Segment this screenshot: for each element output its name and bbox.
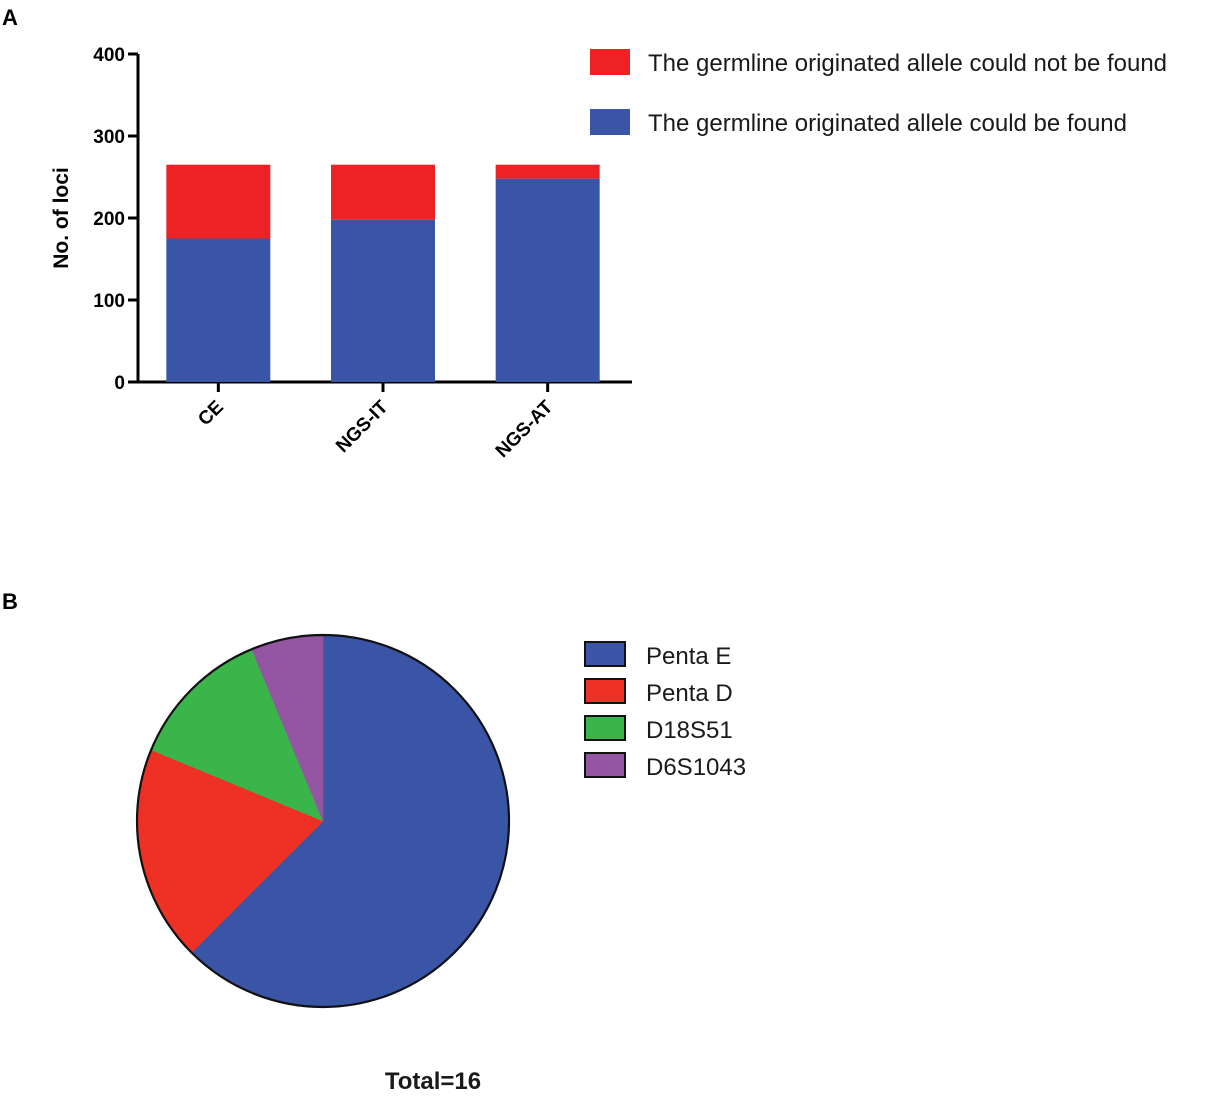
y-tick-label: 200 <box>93 209 125 230</box>
pie-legend-label: D6S1043 <box>646 754 746 781</box>
bar-marks <box>166 164 600 382</box>
bar-category-labels: CE NGS-IT NGS-AT <box>194 396 557 462</box>
y-tick-label: 400 <box>93 45 125 66</box>
panel-b-label: B <box>2 589 18 614</box>
bar-segment-found <box>166 238 271 382</box>
panel-a-label: A <box>2 5 18 30</box>
x-tick-label: NGS-IT <box>332 396 393 457</box>
y-tick-label: 300 <box>93 127 125 148</box>
pie-legend-label: D18S51 <box>646 717 733 744</box>
pie-outline <box>135 633 511 1009</box>
bar-segment-found <box>495 178 600 382</box>
bar-legend: The germline originated allele could not… <box>590 49 1167 137</box>
bar-segment-not-found <box>166 164 271 239</box>
y-tick-label: 0 <box>114 373 125 394</box>
legend-label: The germline originated allele could be … <box>648 110 1127 137</box>
y-axis-title: No. of loci <box>50 167 73 269</box>
pie-legend-swatch <box>584 715 626 741</box>
pie-slices <box>135 633 511 1009</box>
legend-label: The germline originated allele could not… <box>648 50 1167 77</box>
bar-tick-labels: 0 100 200 300 400 <box>93 45 125 394</box>
legend-swatch <box>590 109 630 135</box>
pie-legend-swatch <box>584 678 626 704</box>
bar-segment-found <box>331 219 435 382</box>
bar-segment-not-found <box>331 164 435 220</box>
x-tick-label: NGS-AT <box>492 396 558 462</box>
pie-chart: Penta E Penta D D18S51 D6S1043 Total=16 <box>135 633 746 1095</box>
pie-total-annotation: Total=16 <box>385 1068 481 1095</box>
legend-swatch <box>590 49 630 75</box>
x-tick-label: CE <box>194 397 228 431</box>
pie-legend-label: Penta E <box>646 643 731 670</box>
bar-segment-not-found <box>495 164 600 179</box>
y-tick-label: 100 <box>93 291 125 312</box>
pie-legend-swatch <box>584 752 626 778</box>
stacked-bar-chart: 0 100 200 300 400 CE NGS-IT NGS-AT No. of loci… <box>50 45 1167 462</box>
pie-legend: Penta E Penta D D18S51 D6S1043 <box>584 641 746 781</box>
pie-legend-label: Penta D <box>646 680 733 707</box>
pie-legend-swatch <box>584 641 626 667</box>
